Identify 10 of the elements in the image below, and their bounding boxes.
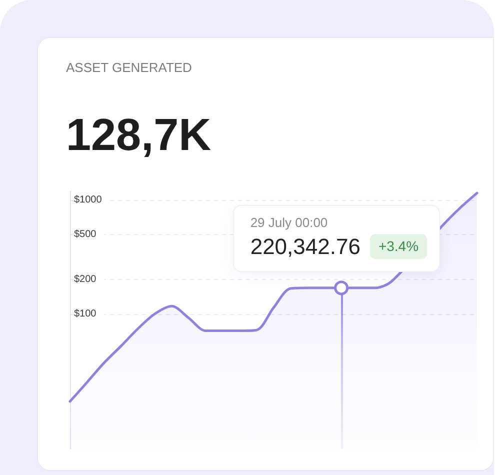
y-tick-label: $1000: [74, 194, 102, 206]
y-tick-label: $100: [74, 308, 97, 320]
y-tick-label: $500: [74, 228, 97, 240]
chart-title: ASSET GENERATED: [66, 60, 192, 75]
annotation: 220,342.76: [250, 234, 360, 260]
annotation: 29 July 00:00: [250, 214, 329, 231]
tooltip-box: 29 July 00:00 220,342.76 +3.4%: [233, 204, 440, 272]
badge: +3.4%: [370, 234, 427, 260]
chart-subtitle: 128,7K: [66, 109, 212, 160]
y-tick-label: $200: [74, 274, 97, 286]
